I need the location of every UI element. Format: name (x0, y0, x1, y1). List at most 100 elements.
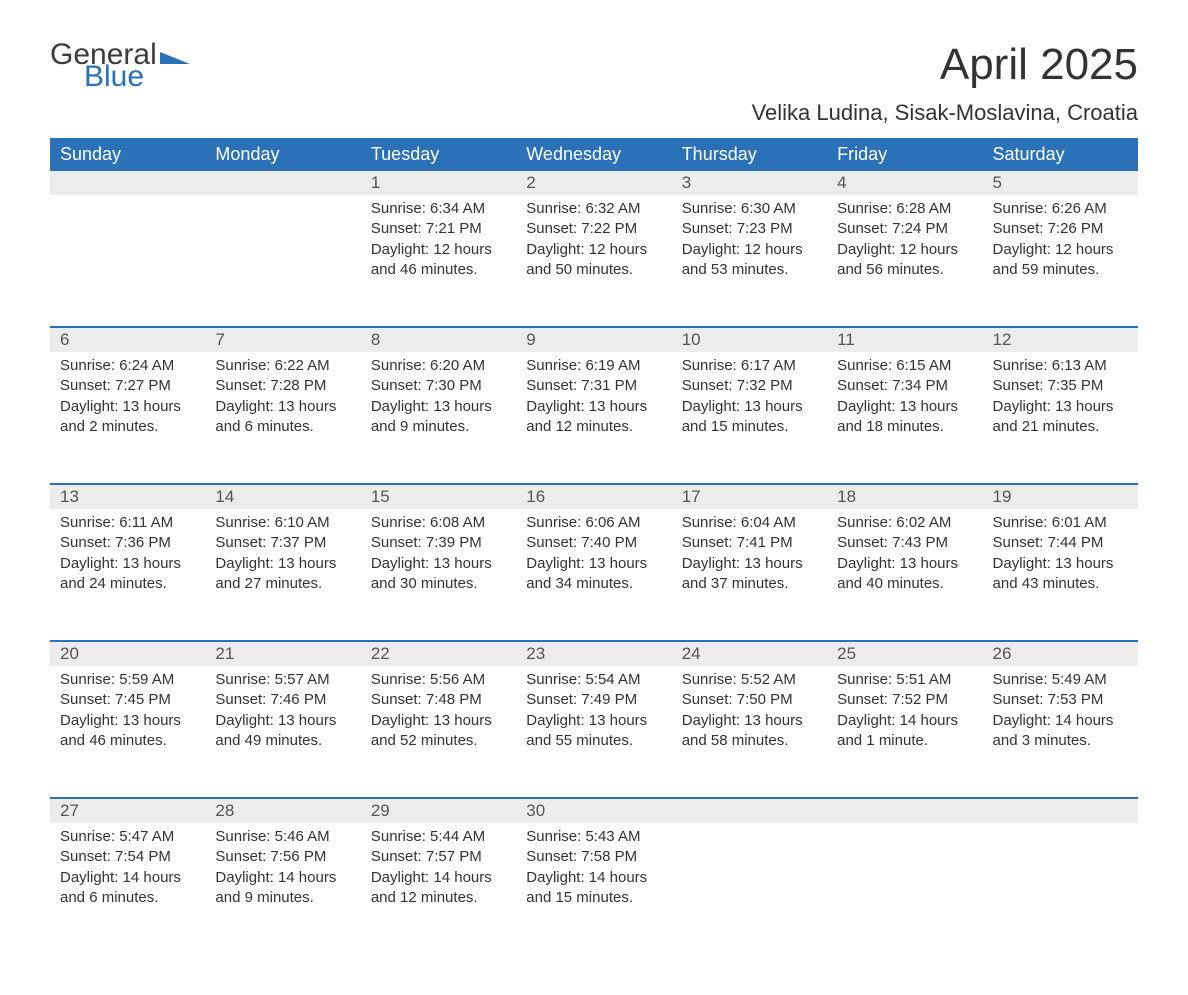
daylight-line: Daylight: 13 hours and 55 minutes. (526, 711, 661, 752)
day-number-cell (205, 171, 360, 195)
day-number-cell: 25 (827, 641, 982, 666)
sunset-line: Sunset: 7:35 PM (993, 376, 1128, 396)
daylight-line: Daylight: 14 hours and 15 minutes. (526, 868, 661, 909)
daylight-line: Daylight: 14 hours and 12 minutes. (371, 868, 506, 909)
day-content-cell: Sunrise: 6:10 AMSunset: 7:37 PMDaylight:… (205, 509, 360, 641)
day-number-cell: 11 (827, 327, 982, 352)
day-number-cell: 16 (516, 484, 671, 509)
day-number-cell: 3 (672, 171, 827, 195)
weekday-header: Monday (205, 138, 360, 171)
day-number-row: 6789101112 (50, 327, 1138, 352)
day-number-cell: 9 (516, 327, 671, 352)
brand-logo: General Blue (50, 40, 190, 92)
sunrise-line: Sunrise: 6:32 AM (526, 199, 661, 219)
sunset-line: Sunset: 7:49 PM (526, 690, 661, 710)
sunrise-line: Sunrise: 5:56 AM (371, 670, 506, 690)
sunset-line: Sunset: 7:50 PM (682, 690, 817, 710)
sunrise-line: Sunrise: 6:11 AM (60, 513, 195, 533)
day-content-cell: Sunrise: 5:56 AMSunset: 7:48 PMDaylight:… (361, 666, 516, 798)
day-number-cell: 6 (50, 327, 205, 352)
day-number-cell: 17 (672, 484, 827, 509)
sunset-line: Sunset: 7:54 PM (60, 847, 195, 867)
sunset-line: Sunset: 7:30 PM (371, 376, 506, 396)
sunset-line: Sunset: 7:41 PM (682, 533, 817, 553)
day-number-cell: 24 (672, 641, 827, 666)
day-number-cell (827, 798, 982, 823)
sunset-line: Sunset: 7:57 PM (371, 847, 506, 867)
day-content-cell: Sunrise: 6:08 AMSunset: 7:39 PMDaylight:… (361, 509, 516, 641)
day-number-cell: 23 (516, 641, 671, 666)
daylight-line: Daylight: 12 hours and 53 minutes. (682, 240, 817, 281)
daylight-line: Daylight: 13 hours and 18 minutes. (837, 397, 972, 438)
day-number-row: 20212223242526 (50, 641, 1138, 666)
calendar-table: Sunday Monday Tuesday Wednesday Thursday… (50, 138, 1138, 955)
day-content-cell: Sunrise: 6:17 AMSunset: 7:32 PMDaylight:… (672, 352, 827, 484)
day-number-cell: 7 (205, 327, 360, 352)
day-content-cell: Sunrise: 6:11 AMSunset: 7:36 PMDaylight:… (50, 509, 205, 641)
sunrise-line: Sunrise: 5:54 AM (526, 670, 661, 690)
day-content-cell: Sunrise: 6:30 AMSunset: 7:23 PMDaylight:… (672, 195, 827, 327)
daylight-line: Daylight: 14 hours and 3 minutes. (993, 711, 1128, 752)
daylight-line: Daylight: 13 hours and 46 minutes. (60, 711, 195, 752)
day-content-cell: Sunrise: 5:43 AMSunset: 7:58 PMDaylight:… (516, 823, 671, 955)
sunrise-line: Sunrise: 6:22 AM (215, 356, 350, 376)
day-number-cell: 13 (50, 484, 205, 509)
day-content-cell: Sunrise: 5:52 AMSunset: 7:50 PMDaylight:… (672, 666, 827, 798)
sunrise-line: Sunrise: 5:51 AM (837, 670, 972, 690)
sunset-line: Sunset: 7:37 PM (215, 533, 350, 553)
day-content-row: Sunrise: 6:11 AMSunset: 7:36 PMDaylight:… (50, 509, 1138, 641)
sunset-line: Sunset: 7:56 PM (215, 847, 350, 867)
sunrise-line: Sunrise: 5:59 AM (60, 670, 195, 690)
day-number-cell: 5 (983, 171, 1138, 195)
day-number-cell: 28 (205, 798, 360, 823)
day-content-cell: Sunrise: 6:02 AMSunset: 7:43 PMDaylight:… (827, 509, 982, 641)
daylight-line: Daylight: 13 hours and 24 minutes. (60, 554, 195, 595)
daylight-line: Daylight: 13 hours and 21 minutes. (993, 397, 1128, 438)
day-number-cell: 29 (361, 798, 516, 823)
day-content-cell: Sunrise: 5:59 AMSunset: 7:45 PMDaylight:… (50, 666, 205, 798)
day-number-cell: 18 (827, 484, 982, 509)
day-content-cell (827, 823, 982, 955)
daylight-line: Daylight: 13 hours and 49 minutes. (215, 711, 350, 752)
daylight-line: Daylight: 13 hours and 37 minutes. (682, 554, 817, 595)
brand-line2: Blue (84, 62, 190, 92)
sunset-line: Sunset: 7:46 PM (215, 690, 350, 710)
day-content-cell: Sunrise: 6:26 AMSunset: 7:26 PMDaylight:… (983, 195, 1138, 327)
daylight-line: Daylight: 13 hours and 30 minutes. (371, 554, 506, 595)
day-content-cell (983, 823, 1138, 955)
sunrise-line: Sunrise: 6:20 AM (371, 356, 506, 376)
day-number-cell: 20 (50, 641, 205, 666)
sunrise-line: Sunrise: 6:24 AM (60, 356, 195, 376)
sunrise-line: Sunrise: 6:04 AM (682, 513, 817, 533)
day-number-cell: 14 (205, 484, 360, 509)
weekday-header: Friday (827, 138, 982, 171)
daylight-line: Daylight: 13 hours and 12 minutes. (526, 397, 661, 438)
day-number-cell: 22 (361, 641, 516, 666)
day-content-cell: Sunrise: 5:54 AMSunset: 7:49 PMDaylight:… (516, 666, 671, 798)
sunset-line: Sunset: 7:31 PM (526, 376, 661, 396)
sunset-line: Sunset: 7:34 PM (837, 376, 972, 396)
sunset-line: Sunset: 7:24 PM (837, 219, 972, 239)
day-number-cell: 2 (516, 171, 671, 195)
day-content-row: Sunrise: 5:47 AMSunset: 7:54 PM Daylight:… (50, 823, 1138, 955)
day-content-cell: Sunrise: 5:51 AMSunset: 7:52 PMDaylight:… (827, 666, 982, 798)
daylight-line: Daylight: 13 hours and 40 minutes. (837, 554, 972, 595)
sunrise-line: Sunrise: 5:47 AM (60, 827, 195, 847)
sunrise-line: Sunrise: 6:13 AM (993, 356, 1128, 376)
sunrise-line: Sunrise: 5:52 AM (682, 670, 817, 690)
day-number-cell: 10 (672, 327, 827, 352)
day-number-cell: 15 (361, 484, 516, 509)
sunrise-line: Sunrise: 6:19 AM (526, 356, 661, 376)
weekday-header: Tuesday (361, 138, 516, 171)
day-number-cell: 19 (983, 484, 1138, 509)
day-number-cell: 8 (361, 327, 516, 352)
day-content-cell: Sunrise: 6:13 AMSunset: 7:35 PMDaylight:… (983, 352, 1138, 484)
day-content-cell: Sunrise: 5:44 AMSunset: 7:57 PMDaylight:… (361, 823, 516, 955)
daylight-line: Daylight: 12 hours and 59 minutes. (993, 240, 1128, 281)
day-number-cell: 1 (361, 171, 516, 195)
sunset-line: Sunset: 7:27 PM (60, 376, 195, 396)
day-number-cell: 27 (50, 798, 205, 823)
day-number-cell: 26 (983, 641, 1138, 666)
sunset-line: Sunset: 7:52 PM (837, 690, 972, 710)
day-number-cell (983, 798, 1138, 823)
